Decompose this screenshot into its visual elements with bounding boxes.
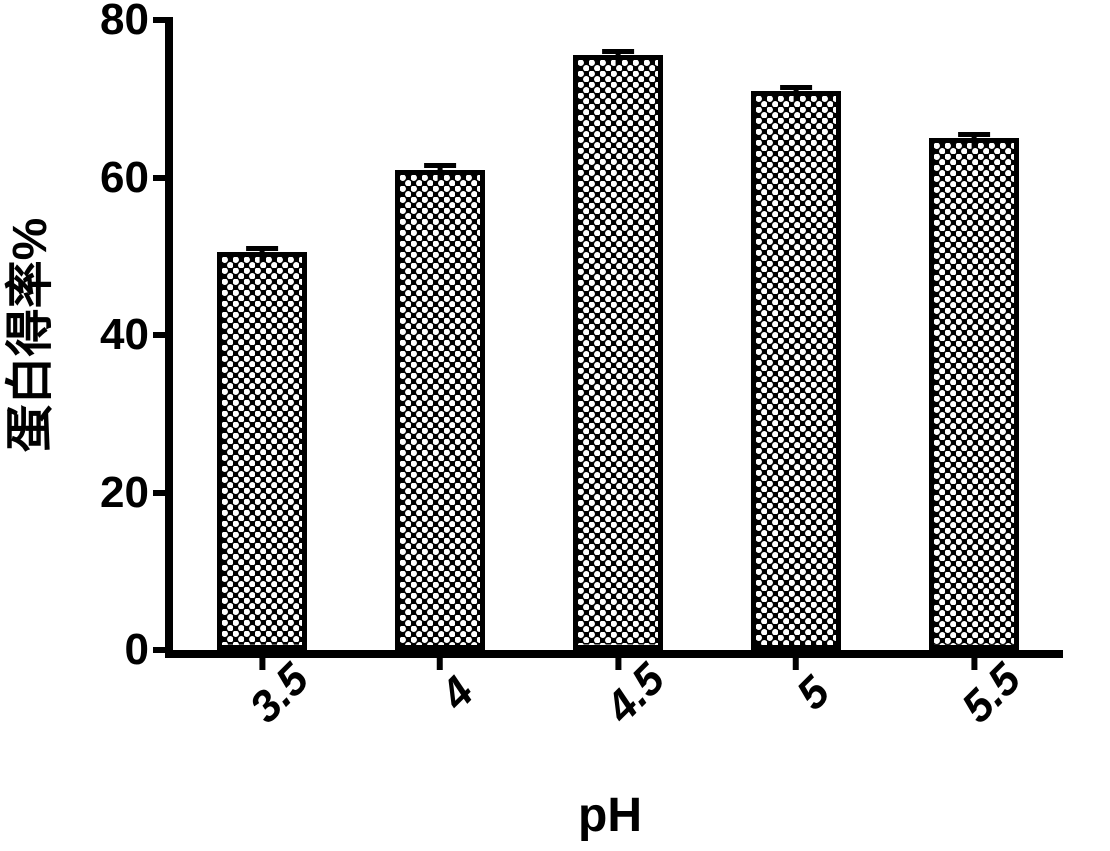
x-tick-mark <box>437 650 443 670</box>
x-tick-label: 5 <box>787 667 840 720</box>
y-tick-mark <box>153 17 173 23</box>
x-tick-mark <box>971 650 977 670</box>
y-tick: 60 <box>100 153 173 203</box>
x-axis-title: pH <box>578 788 642 843</box>
error-bar-stem <box>615 54 620 65</box>
x-tick: 3.5 <box>231 650 292 720</box>
error-bar <box>602 49 634 60</box>
x-tick-mark <box>615 650 621 670</box>
error-bar-stem <box>259 251 264 262</box>
y-tick-label: 20 <box>100 468 153 518</box>
x-tick-label: 4.5 <box>596 654 675 733</box>
x-tick: 5.5 <box>943 650 1004 720</box>
y-tick: 0 <box>125 625 173 675</box>
x-tick-label: 5.5 <box>952 654 1031 733</box>
x-tick-label: 3.5 <box>240 654 319 733</box>
y-tick-label: 40 <box>100 310 153 360</box>
bar-fill <box>756 96 837 645</box>
y-tick-mark <box>153 490 173 496</box>
y-tick: 80 <box>100 0 173 45</box>
x-tick: 5 <box>784 650 808 720</box>
bar <box>217 252 308 650</box>
bar-fill <box>934 143 1015 645</box>
bar <box>751 91 842 650</box>
y-tick: 40 <box>100 310 173 360</box>
bar <box>573 55 664 650</box>
bar-chart: 0204060803.544.555.5 蛋白得率% pH <box>0 0 1110 851</box>
x-tick: 4.5 <box>587 650 648 720</box>
error-bar <box>780 85 812 96</box>
error-bar-stem <box>793 90 798 101</box>
x-tick-mark <box>259 650 265 670</box>
y-tick: 20 <box>100 468 173 518</box>
y-axis-title: 蛋白得率% <box>0 218 60 453</box>
error-bar <box>424 163 456 174</box>
y-tick-label: 60 <box>100 153 153 203</box>
bar-fill <box>578 60 659 645</box>
error-bar <box>958 132 990 143</box>
x-tick-label: 4 <box>431 667 484 720</box>
y-tick-mark <box>153 647 173 653</box>
y-tick-mark <box>153 175 173 181</box>
y-tick-label: 80 <box>100 0 153 45</box>
x-tick-mark <box>793 650 799 670</box>
bar <box>395 170 486 650</box>
bar <box>929 138 1020 650</box>
bar-fill <box>222 257 303 645</box>
y-tick-mark <box>153 332 173 338</box>
error-bar-stem <box>971 137 976 148</box>
x-tick: 4 <box>428 650 452 720</box>
error-bar <box>246 246 278 257</box>
bar-fill <box>400 175 481 645</box>
y-tick-label: 0 <box>125 625 153 675</box>
plot-area: 0204060803.544.555.5 <box>165 20 1063 658</box>
error-bar-stem <box>437 168 442 179</box>
